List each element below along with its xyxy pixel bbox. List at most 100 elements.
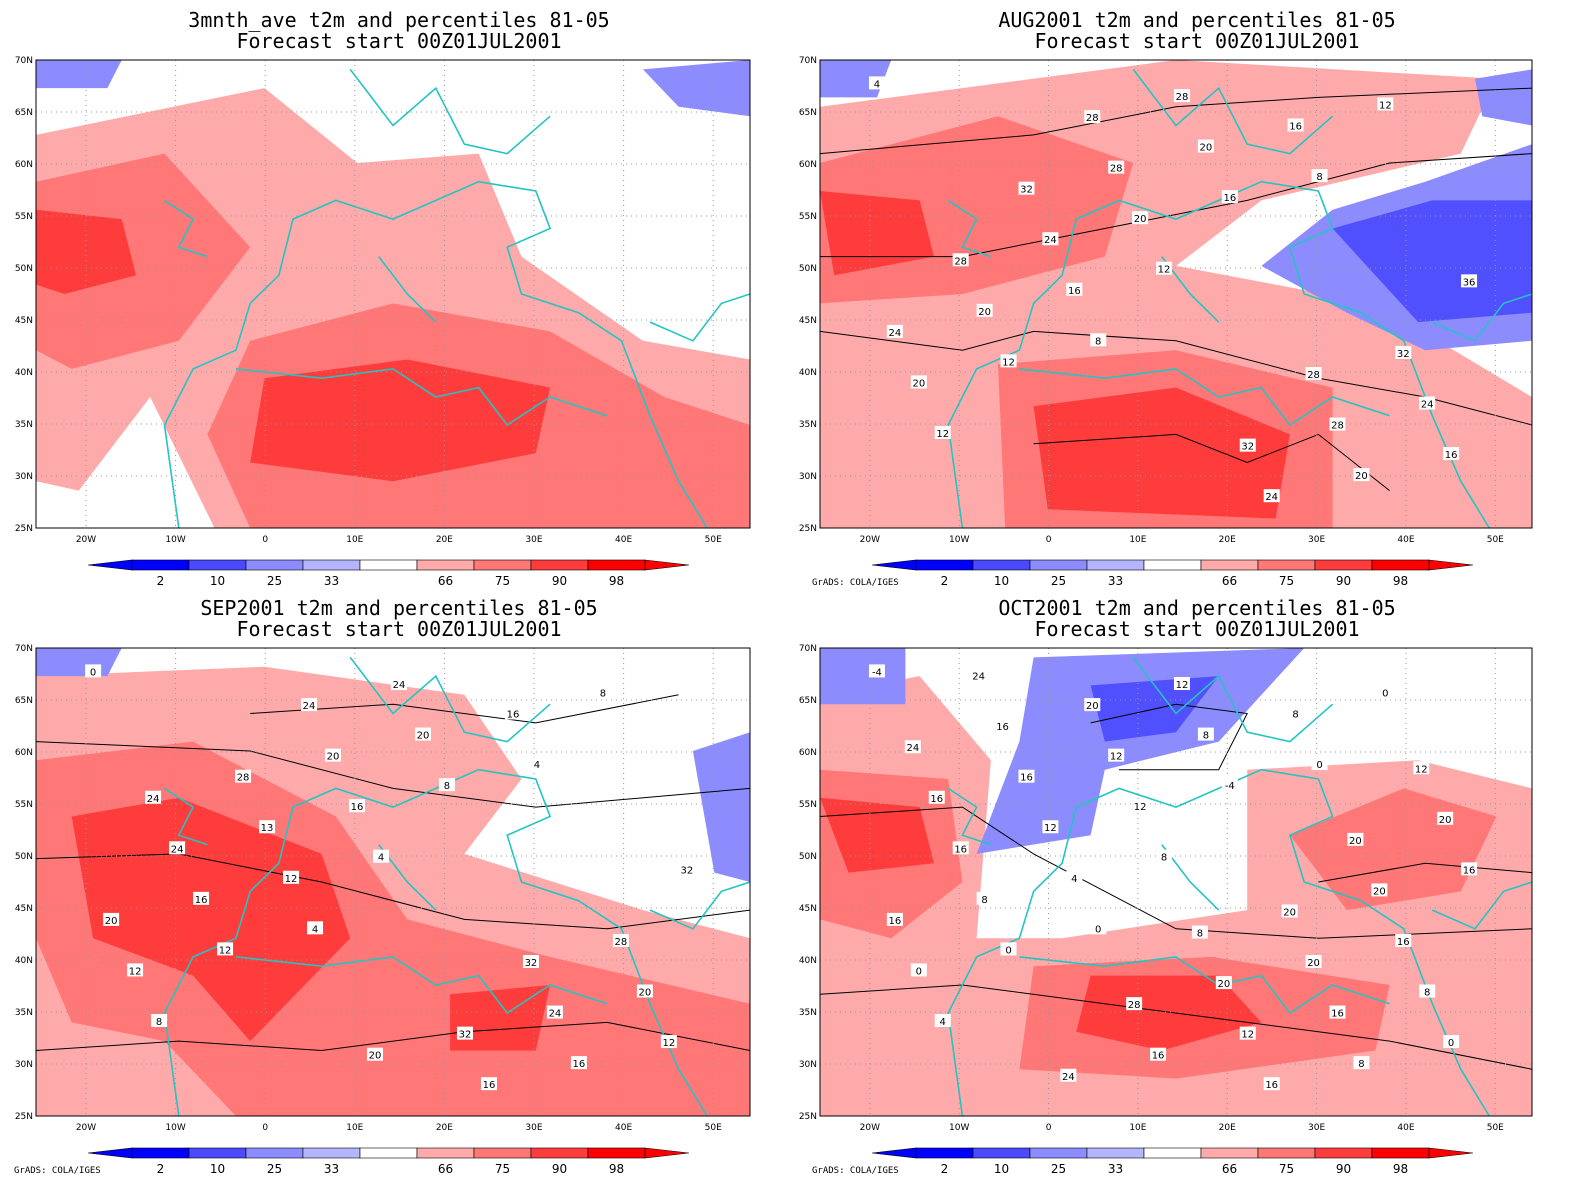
coastline — [947, 180, 1490, 529]
contour-label-text: 20 — [978, 307, 991, 318]
contour-label: 20 — [1084, 698, 1101, 712]
contour-label-text: 20 — [105, 916, 118, 927]
contour-label: 16 — [1221, 190, 1238, 204]
contour-label: 12 — [1000, 354, 1017, 368]
colorbar-label: 25 — [1051, 1162, 1066, 1176]
contour-label: 32 — [678, 862, 695, 876]
contour-label-box — [660, 1035, 677, 1049]
colorbar-segment — [1200, 559, 1259, 571]
contour-label-text: 20 — [1134, 214, 1147, 225]
colorbar-segment — [1314, 559, 1373, 571]
panel-title-line1: AUG2001 t2m and percentiles 81-05 — [998, 8, 1396, 32]
contour-label-box — [1060, 1068, 1077, 1082]
contour-label: 32 — [1395, 345, 1412, 360]
colorbar-segment — [1086, 559, 1145, 571]
contour-label-text: 28 — [615, 937, 628, 948]
lat-tick-label: 60N — [15, 748, 33, 758]
contour-label: 16 — [1443, 447, 1460, 461]
coastlines — [163, 68, 751, 529]
lat-tick-label: 65N — [799, 696, 817, 706]
contour-label-text: 8 — [156, 1017, 162, 1028]
panel-title-line2: Forecast start 00Z01JUL2001 — [1034, 29, 1360, 53]
contour-label-box — [1311, 757, 1328, 771]
contour-label: 24 — [904, 740, 921, 754]
lat-tick-label: 30N — [15, 472, 33, 482]
contour-label-box — [1197, 727, 1214, 741]
colorbar-label: 2 — [157, 574, 165, 588]
contour-label-box — [1150, 1047, 1167, 1061]
contour-label-box — [1347, 832, 1364, 846]
colorbar-label: 2 — [941, 1162, 949, 1176]
contour-label: 32 — [1239, 438, 1256, 453]
contour-label: 24 — [1419, 396, 1436, 411]
contour-label: 8 — [1353, 1056, 1370, 1070]
colorbar-label: 75 — [1279, 574, 1294, 588]
contour-label-text: 24 — [1421, 400, 1434, 411]
contour-label-box — [1305, 955, 1322, 969]
colorbar-segment — [1029, 559, 1088, 571]
contour-label-text: 16 — [573, 1059, 586, 1070]
contour-label-text: 8 — [1358, 1059, 1364, 1070]
contour-label-text: 24 — [972, 672, 985, 683]
contour-label-text: 12 — [1134, 802, 1147, 813]
colorbar-arrow-right — [644, 559, 690, 571]
colorbar-label: 98 — [1393, 574, 1408, 588]
colorbar: 2 10 25 33 66 75 90 98 — [871, 1147, 1474, 1176]
grads-credit: GrADS: COLA/IGES — [812, 578, 899, 588]
contour-label-text: -4 — [1225, 781, 1235, 792]
contour-label: 12 — [660, 1035, 677, 1049]
contour-label-text: 28 — [1176, 92, 1189, 103]
colorbar-segment — [1371, 1147, 1430, 1159]
colorbar-segment — [1257, 1147, 1316, 1159]
contour-label-text: 20 — [327, 752, 340, 763]
contour-label-box — [85, 664, 102, 678]
colorbar-label: 2 — [941, 574, 949, 588]
contour-label-box — [1263, 489, 1280, 503]
lat-tick-label: 50N — [15, 852, 33, 862]
coastline — [164, 787, 208, 846]
contour-label: 24 — [546, 1005, 563, 1020]
contour-label-box — [994, 719, 1011, 733]
contour-label-text: 20 — [1217, 979, 1230, 990]
panel-aug2001: AUG2001 t2m and percentiles 81-05 Foreca… — [798, 0, 1596, 598]
contour-label-text: 16 — [1223, 193, 1236, 204]
contour-label: 8 — [1191, 925, 1208, 940]
contour-label: 20 — [325, 748, 342, 763]
colorbar-arrow-right — [1428, 559, 1474, 571]
contour-label-box — [528, 757, 545, 771]
contour-label-box — [414, 727, 431, 741]
contour-label-text: 32 — [525, 958, 538, 969]
contour-label-text: 12 — [1379, 100, 1392, 111]
contour-label-box — [1018, 181, 1035, 195]
contour-label-text: 4 — [874, 79, 880, 90]
colorbar-arrow-left — [871, 559, 917, 571]
lon-tick-label: 0 — [262, 535, 268, 545]
contour-label-box — [1419, 396, 1436, 410]
contour-line — [819, 806, 1533, 939]
contour-label-text: 12 — [1415, 764, 1428, 775]
colorbar-segment — [473, 1147, 532, 1159]
percentile-shading — [820, 797, 934, 873]
contour-line — [1033, 433, 1390, 491]
grads-credit: GrADS: COLA/IGES — [14, 1166, 101, 1176]
lon-tick-label: 10E — [346, 1123, 363, 1133]
contour-label-text: 16 — [1289, 122, 1302, 133]
contour-label: 20 — [1437, 811, 1454, 826]
contour-label-box — [1311, 169, 1328, 183]
lat-tick-label: 55N — [15, 212, 33, 222]
percentile-shading — [642, 60, 750, 117]
contour-line — [819, 984, 1533, 1070]
colorbar-segment — [188, 1147, 247, 1159]
colorbar-segment — [302, 1147, 361, 1159]
contour-label: 28 — [1126, 997, 1143, 1011]
contour-label: 0 — [1311, 757, 1328, 771]
lat-tick-label: 30N — [15, 1060, 33, 1070]
panel-title-line1: 3mnth_ave t2m and percentiles 81-05 — [188, 8, 610, 32]
lat-tick-label: 35N — [15, 1008, 33, 1018]
contour-label-text: 12 — [285, 874, 298, 885]
contour-label-box — [1461, 274, 1478, 288]
contour-label-text: 16 — [1397, 937, 1410, 948]
contour-label-box — [868, 664, 885, 678]
colorbar-label: 98 — [1393, 1162, 1408, 1176]
contour-label-box — [307, 921, 324, 935]
